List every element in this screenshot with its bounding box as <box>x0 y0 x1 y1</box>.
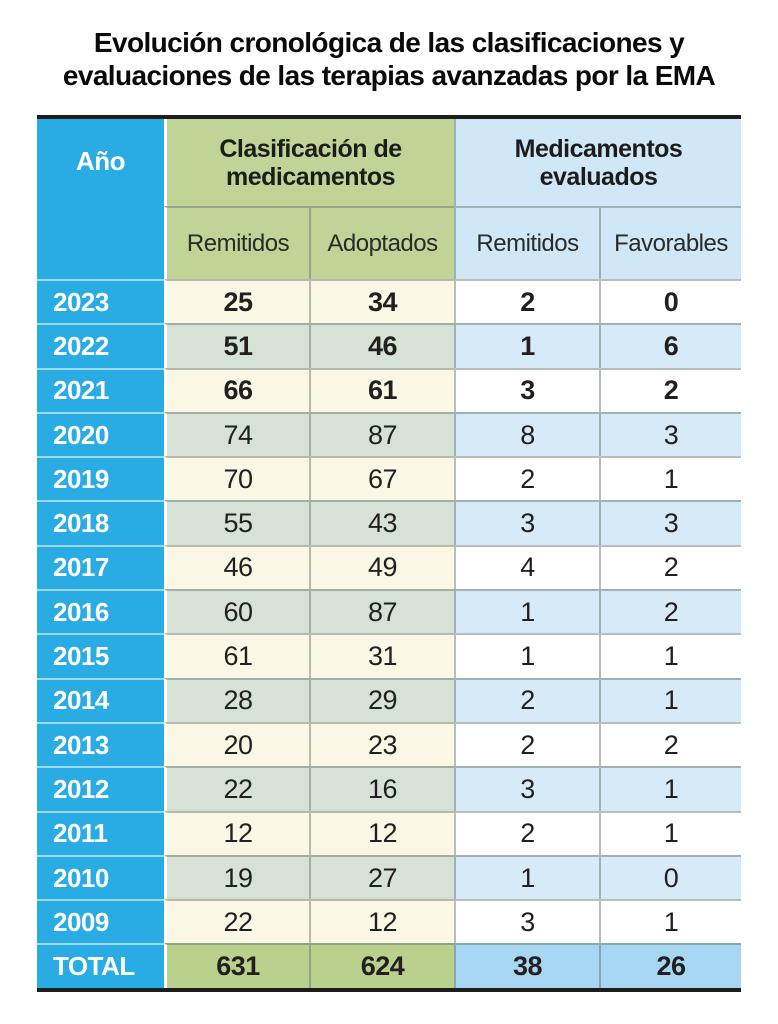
row-value-cell: 2 <box>599 367 741 412</box>
row-value-cell: 1 <box>599 899 741 944</box>
row-year-cell: 2021 <box>37 367 164 412</box>
row-value-cell: 1 <box>599 456 741 501</box>
row-value-cell: 87 <box>309 411 454 457</box>
row-value-cell: 49 <box>309 544 454 590</box>
table-grid: Año Clasificación de medicamentos Medica… <box>37 115 741 992</box>
row-value-cell: 8 <box>454 411 599 457</box>
row-value-cell: 12 <box>164 810 309 855</box>
row-value-cell: 61 <box>309 367 454 412</box>
row-value-cell: 1 <box>599 766 741 811</box>
row-value-cell: 46 <box>309 323 454 368</box>
row-value-cell: 20 <box>164 721 309 767</box>
row-value-cell: 12 <box>309 899 454 944</box>
row-value-cell: 3 <box>454 899 599 944</box>
row-value-cell: 55 <box>164 500 309 545</box>
subheader-evaluated-remitidos: Remitidos <box>454 206 599 279</box>
row-value-cell: 70 <box>164 456 309 501</box>
row-value-cell: 27 <box>309 854 454 900</box>
row-value-cell: 12 <box>309 810 454 855</box>
row-value-cell: 60 <box>164 589 309 634</box>
row-value-cell: 1 <box>454 589 599 634</box>
row-value-cell: 2 <box>454 810 599 855</box>
row-value-cell: 87 <box>309 589 454 634</box>
row-value-cell: 4 <box>454 544 599 590</box>
row-value-cell: 61 <box>164 633 309 678</box>
row-value-cell: 43 <box>309 500 454 545</box>
total-value-cell: 631 <box>164 943 309 988</box>
total-value-cell: 38 <box>454 943 599 988</box>
row-value-cell: 74 <box>164 411 309 457</box>
total-label-cell: TOTAL <box>37 943 164 988</box>
row-value-cell: 2 <box>454 456 599 501</box>
row-value-cell: 67 <box>309 456 454 501</box>
row-value-cell: 2 <box>599 544 741 590</box>
row-value-cell: 1 <box>599 633 741 678</box>
row-value-cell: 34 <box>309 279 454 324</box>
row-value-cell: 3 <box>599 500 741 545</box>
row-value-cell: 66 <box>164 367 309 412</box>
row-value-cell: 3 <box>454 367 599 412</box>
row-value-cell: 19 <box>164 854 309 900</box>
subheader-classification-adoptados: Adoptados <box>309 206 454 279</box>
row-year-cell: 2017 <box>37 544 164 590</box>
row-value-cell: 51 <box>164 323 309 368</box>
row-value-cell: 1 <box>599 810 741 855</box>
row-year-cell: 2023 <box>37 279 164 324</box>
row-value-cell: 1 <box>599 677 741 722</box>
row-value-cell: 29 <box>309 677 454 722</box>
title-line-2: evaluaciones de las terapias avanzadas p… <box>62 60 716 91</box>
row-value-cell: 3 <box>454 766 599 811</box>
row-value-cell: 22 <box>164 766 309 811</box>
row-value-cell: 2 <box>454 677 599 722</box>
page-title: Evolución cronológica de las clasificaci… <box>28 0 750 92</box>
row-value-cell: 3 <box>599 411 741 457</box>
row-year-cell: 2014 <box>37 677 164 722</box>
row-value-cell: 28 <box>164 677 309 722</box>
row-value-cell: 25 <box>164 279 309 324</box>
row-year-cell: 2011 <box>37 810 164 855</box>
row-value-cell: 2 <box>454 279 599 324</box>
row-value-cell: 16 <box>309 766 454 811</box>
group-header-evaluated: Medicamentos evaluados <box>454 119 741 206</box>
row-value-cell: 2 <box>454 721 599 767</box>
row-value-cell: 2 <box>599 589 741 634</box>
row-value-cell: 2 <box>599 721 741 767</box>
row-year-cell: 2019 <box>37 456 164 501</box>
row-value-cell: 6 <box>599 323 741 368</box>
total-value-cell: 26 <box>599 943 741 988</box>
row-value-cell: 1 <box>454 633 599 678</box>
subheader-classification-remitidos: Remitidos <box>164 206 309 279</box>
row-year-cell: 2012 <box>37 766 164 811</box>
year-column-header: Año <box>37 119 164 279</box>
row-value-cell: 1 <box>454 854 599 900</box>
row-value-cell: 22 <box>164 899 309 944</box>
group-header-classification: Clasificación de medicamentos <box>164 119 454 206</box>
row-year-cell: 2009 <box>37 899 164 944</box>
row-year-cell: 2013 <box>37 721 164 767</box>
row-year-cell: 2010 <box>37 854 164 900</box>
row-year-cell: 2022 <box>37 323 164 368</box>
row-value-cell: 0 <box>599 279 741 324</box>
row-value-cell: 31 <box>309 633 454 678</box>
title-line-1: Evolución cronológica de las clasificaci… <box>93 27 685 58</box>
total-value-cell: 624 <box>309 943 454 988</box>
subheader-evaluated-favorables: Favorables <box>599 206 741 279</box>
row-value-cell: 46 <box>164 544 309 590</box>
row-year-cell: 2015 <box>37 633 164 678</box>
row-year-cell: 2018 <box>37 500 164 545</box>
row-value-cell: 1 <box>454 323 599 368</box>
row-value-cell: 0 <box>599 854 741 900</box>
row-value-cell: 3 <box>454 500 599 545</box>
row-year-cell: 2016 <box>37 589 164 634</box>
row-year-cell: 2020 <box>37 411 164 457</box>
row-value-cell: 23 <box>309 721 454 767</box>
